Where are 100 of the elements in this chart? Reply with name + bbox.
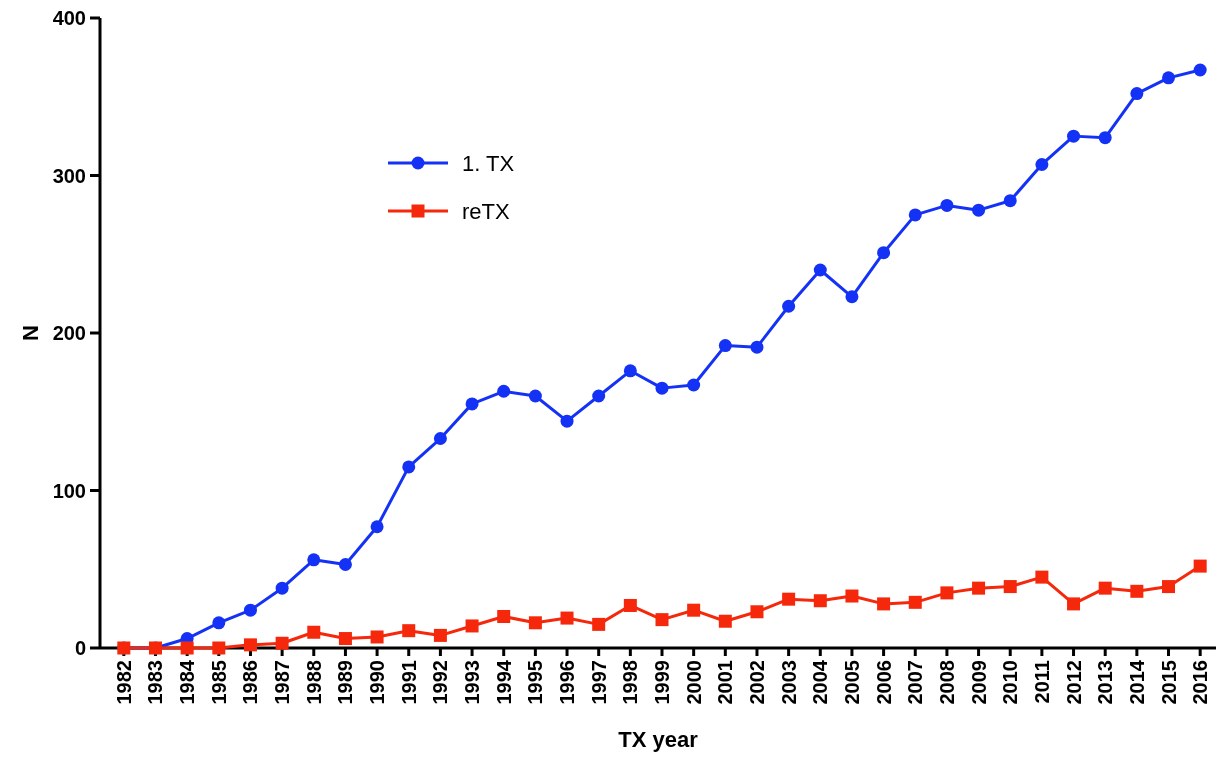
point — [370, 520, 384, 534]
point — [497, 384, 511, 398]
x-tick-label: 1982 — [112, 660, 135, 705]
point — [212, 616, 226, 630]
point — [1035, 157, 1049, 171]
y-tick-label: 400 — [52, 7, 86, 29]
point — [1162, 71, 1176, 85]
point — [718, 339, 732, 353]
x-tick-label: 2010 — [999, 660, 1022, 705]
x-tick-label: 2015 — [1157, 660, 1180, 705]
x-tick-label: 1990 — [366, 660, 389, 705]
point — [845, 290, 859, 304]
point — [1035, 570, 1049, 584]
x-tick-label: 1987 — [271, 660, 294, 705]
point — [465, 619, 479, 633]
x-tick-label: 2008 — [935, 660, 958, 705]
x-tick-label: 1997 — [587, 660, 610, 705]
point — [1098, 581, 1112, 595]
y-tick-label: 300 — [52, 164, 86, 187]
y-tick-label: 200 — [52, 322, 86, 344]
x-tick-label: 1996 — [556, 660, 579, 705]
point — [433, 432, 447, 446]
point — [940, 586, 954, 600]
x-tick-label: 1999 — [651, 660, 673, 705]
point — [813, 263, 827, 277]
point — [1067, 597, 1081, 611]
point — [1003, 580, 1017, 594]
x-tick-label: 2006 — [872, 660, 895, 705]
y-tick-label: 100 — [52, 479, 86, 502]
point — [528, 616, 542, 630]
point — [655, 613, 669, 627]
x-tick-label: 1995 — [524, 660, 547, 705]
point — [1130, 87, 1144, 101]
x-tick-label: 1994 — [492, 659, 515, 705]
point — [560, 414, 574, 428]
point — [687, 378, 701, 392]
point — [338, 632, 352, 646]
x-tick-label: 2001 — [714, 660, 737, 705]
point — [877, 246, 891, 260]
x-tick-label: 2011 — [1030, 660, 1053, 704]
point — [560, 611, 574, 625]
point — [782, 299, 796, 313]
point — [592, 389, 606, 403]
x-tick-label: 2007 — [904, 660, 927, 705]
point — [718, 614, 732, 628]
point — [497, 610, 511, 623]
x-tick-label: 1984 — [176, 659, 199, 705]
point — [813, 594, 827, 608]
y-tick-label: 0 — [74, 637, 86, 659]
point — [1193, 559, 1207, 573]
point — [243, 638, 257, 652]
point — [877, 597, 891, 611]
point — [402, 624, 416, 638]
point — [243, 603, 257, 617]
x-tick-label: 1989 — [334, 660, 357, 705]
x-tick-label: 2003 — [777, 660, 800, 705]
point — [275, 581, 289, 595]
point — [623, 364, 637, 378]
point — [972, 203, 986, 217]
point — [908, 208, 922, 222]
x-tick-label: 2004 — [809, 659, 832, 705]
x-tick-label: 1986 — [239, 660, 262, 705]
x-tick-label: 2002 — [745, 660, 768, 705]
x-axis-title: TX year — [618, 727, 699, 752]
x-tick-label: 2012 — [1062, 660, 1085, 705]
point — [433, 628, 447, 642]
point — [782, 592, 796, 606]
point — [750, 605, 764, 619]
y-axis-title: N — [18, 325, 43, 341]
point — [402, 460, 416, 474]
x-tick-label: 2005 — [840, 660, 863, 705]
point — [1098, 131, 1112, 145]
x-tick-label: 1993 — [461, 660, 484, 705]
legend-label: reTX — [462, 198, 510, 224]
point — [1003, 194, 1017, 208]
point — [655, 381, 669, 395]
point — [307, 625, 321, 639]
point — [338, 558, 352, 572]
point — [687, 603, 701, 617]
point — [212, 641, 226, 655]
x-tick-label: 2013 — [1094, 660, 1117, 705]
x-tick-label: 1983 — [144, 660, 167, 705]
point — [180, 641, 194, 655]
x-tick-label: 2014 — [1125, 659, 1148, 705]
point — [1067, 129, 1081, 143]
x-tick-label: 2009 — [967, 660, 990, 705]
point — [1130, 584, 1144, 598]
point — [592, 617, 606, 631]
x-tick-label: 1985 — [207, 660, 230, 705]
point — [528, 389, 542, 403]
point — [750, 340, 764, 354]
point — [1193, 63, 1207, 77]
point — [275, 636, 289, 650]
point — [845, 589, 859, 603]
x-tick-label: 1992 — [429, 660, 452, 705]
x-tick-label: 2000 — [682, 660, 705, 705]
point — [623, 598, 637, 612]
point — [370, 630, 384, 644]
x-tick-label: 1998 — [619, 660, 642, 705]
point — [908, 595, 922, 609]
